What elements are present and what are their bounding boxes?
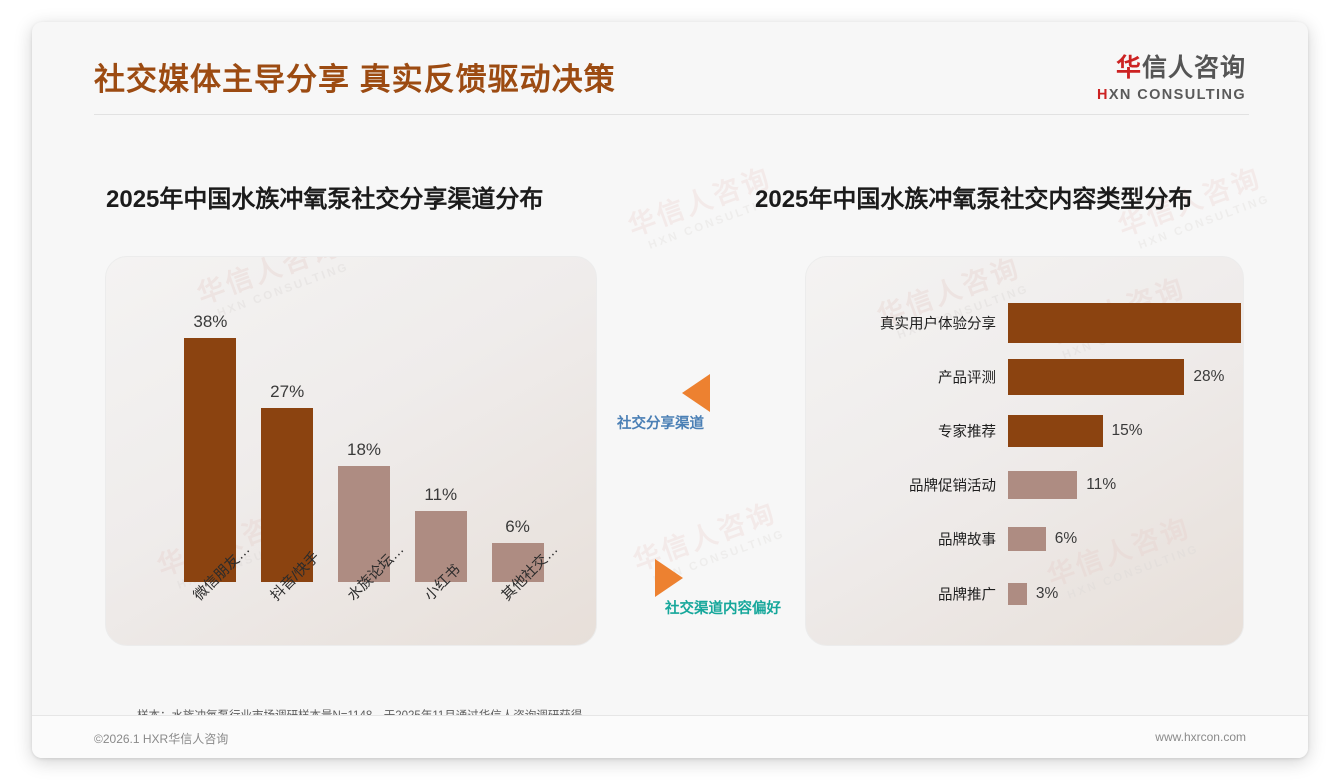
bar[interactable]: [491, 543, 544, 582]
bar-group: 27%: [261, 382, 314, 582]
bar-category-label: 品牌推广: [938, 587, 996, 604]
logo-en-text: HXN CONSULTING: [1097, 88, 1246, 103]
annotation-content-preference-label: 社交渠道内容偏好: [665, 601, 781, 617]
bar-value-label: 11%: [1086, 476, 1117, 493]
bar-row: 品牌促销活动 11%: [909, 471, 1243, 499]
bar[interactable]: [1008, 583, 1027, 605]
chart-title-left: 2025年中国水族冲氧泵社交分享渠道分布: [106, 186, 544, 213]
bar-value-label: 6%: [1054, 530, 1078, 547]
bar-group: 38%: [184, 312, 237, 582]
horizontal-bar-chart: 真实用户体验分享37% 产品评测 28% 专家推荐 15% 品牌促销活动 11% 品牌故事 6%…: [880, 303, 1243, 623]
bar[interactable]: [1008, 415, 1103, 447]
bar-value-label: 3%: [1035, 585, 1059, 602]
watermark-cn: 华信人咨询: [624, 162, 776, 242]
bar-category-label: 专家推荐: [938, 424, 996, 441]
bar[interactable]: [414, 511, 467, 582]
bar-value-label: 11%: [424, 485, 458, 505]
arrow-left-icon: [682, 374, 710, 412]
bar-category-label: 品牌促销活动: [909, 478, 996, 495]
bar-row: 真实用户体验分享37%: [880, 303, 1243, 343]
bar-row: 专家推荐 15%: [938, 415, 1243, 447]
watermark: 华信人咨询 HXN CONSULTING: [627, 490, 786, 591]
bar[interactable]: [338, 466, 390, 582]
vertical-bar-chart: 38% 微信朋友… 27% 抖音/快手 18% 水族论坛… 11% 小红书 6% 其他社交…: [106, 257, 596, 645]
bar-group: 11%: [414, 485, 467, 582]
bar-category-label: 品牌故事: [938, 532, 996, 549]
footer-website: www.hxrcon.com: [1155, 730, 1246, 744]
logo-en-rest: XN CONSULTING: [1108, 87, 1246, 103]
bar-group: 6%: [491, 517, 544, 582]
bar-row: 产品评测 28%: [938, 359, 1243, 395]
bar[interactable]: [261, 408, 314, 582]
bar[interactable]: [1008, 527, 1046, 551]
company-logo: 华信人咨询 HXN CONSULTING: [1097, 56, 1246, 103]
footer-copyright: ©2026.1 HXR华信人咨询: [94, 732, 229, 746]
arrow-right-icon: [655, 559, 683, 597]
chart-title-right: 2025年中国水族冲氧泵社交内容类型分布: [755, 186, 1193, 213]
logo-cn-rest: 信人咨询: [1141, 54, 1246, 82]
bar-value-label: 28%: [1193, 368, 1225, 385]
logo-cn-red-char: 华: [1115, 54, 1142, 82]
bar[interactable]: [184, 337, 237, 582]
chart-card-left: 华信人咨询 HXN CONSULTING 华信人咨询 HXN CONSULTIN…: [105, 256, 597, 646]
chart-card-right: 华信人咨询 HXN CONSULTING 华信人咨询 HXN CONSULTIN…: [805, 256, 1244, 646]
bar[interactable]: [1008, 471, 1078, 499]
bar-category-label: 真实用户体验分享: [880, 316, 996, 333]
header-divider: [94, 114, 1249, 115]
slide-footer: ©2026.1 HXR华信人咨询 www.hxrcon.com: [32, 715, 1308, 758]
bar-row: 品牌故事 6%: [938, 527, 1243, 551]
logo-cn-text: 华信人咨询: [1097, 56, 1246, 81]
logo-en-red-char: H: [1096, 87, 1109, 103]
bar-value-label: 27%: [270, 382, 305, 402]
bar-row: 品牌推广 3%: [938, 583, 1243, 605]
bar-value-label: 18%: [346, 440, 382, 460]
bar-group: 18%: [338, 440, 390, 582]
slide-canvas: 华信人咨询 HXN CONSULTING 华信人咨询 HXN CONSULTIN…: [32, 22, 1308, 758]
annotation-share-channel-label: 社交分享渠道: [617, 416, 704, 432]
bar-category-label: 产品评测: [938, 370, 996, 387]
slide-header: 社交媒体主导分享 真实反馈驱动决策 华信人咨询 HXN CONSULTING: [32, 22, 1308, 118]
bar[interactable]: [1008, 303, 1242, 343]
bar[interactable]: [1008, 359, 1185, 395]
bar-value-label: 15%: [1111, 422, 1143, 439]
page-title: 社交媒体主导分享 真实反馈驱动决策: [94, 62, 616, 97]
watermark-cn: 华信人咨询: [629, 497, 781, 577]
bar-value-label: 38%: [193, 311, 228, 331]
bar-value-label: 6%: [505, 517, 530, 537]
